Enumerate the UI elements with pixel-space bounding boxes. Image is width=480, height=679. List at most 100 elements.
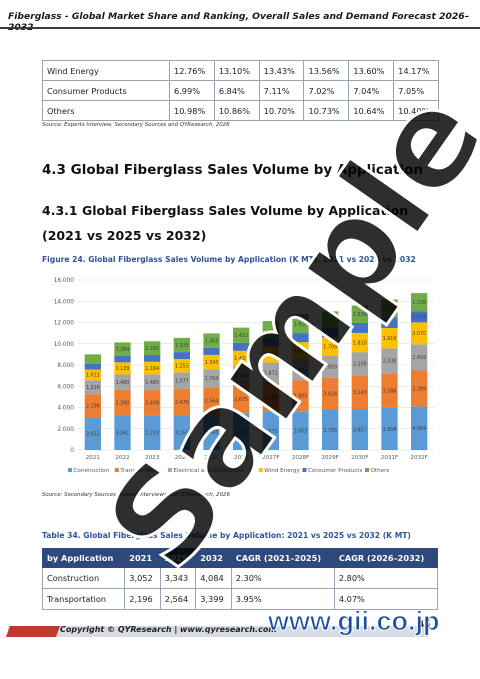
column-header: by Application — [41, 548, 126, 568]
bar-segment — [411, 311, 428, 323]
figure-caption: Figure 24. Global Fiberglass Sales Volum… — [42, 255, 416, 264]
data-label: 1.284 — [116, 347, 130, 353]
bar-segment — [351, 305, 368, 323]
data-label: 1.343 — [205, 360, 219, 366]
table-cell: 3,343 — [159, 567, 197, 589]
data-label: 1.810 — [353, 340, 367, 346]
bar-segment — [322, 377, 339, 410]
subsection-heading: 4.3.1 Global Fiberglass Sales Volume by … — [42, 203, 409, 243]
table-row: Transportation 2,196 2,564 3,399 3.95% 4.07% — [41, 588, 439, 610]
legend-label: Construction — [74, 468, 110, 474]
data-label: 2.196 — [86, 404, 100, 410]
x-tick-label: 2025 — [204, 455, 219, 461]
y-tick-label: 14.000 — [54, 299, 75, 305]
data-label: 1.709 — [323, 344, 337, 350]
data-label: 3.573 — [264, 429, 278, 435]
x-tick-label: 2027F — [262, 455, 279, 461]
table-cell: 12.76% — [169, 60, 215, 81]
data-label: 1.432 — [234, 333, 248, 339]
column-header: 2032 — [195, 548, 232, 568]
x-tick-label: 2032F — [410, 455, 427, 461]
bar-segment — [173, 352, 190, 360]
data-label: 3.233 — [145, 431, 159, 437]
bar-segment — [233, 327, 250, 343]
data-label: 2.209 — [353, 362, 367, 368]
bar-segment — [173, 415, 190, 450]
bar-segment — [203, 347, 220, 355]
bar-segment — [203, 414, 220, 450]
bar-segment — [411, 406, 428, 450]
table-caption: Table 34. Global Fiberglass Sales Volume… — [42, 531, 411, 540]
bar-segment — [233, 350, 250, 367]
table-cell: 13.10% — [213, 60, 260, 81]
table-cell: 13.43% — [258, 60, 305, 81]
bar-segment — [173, 337, 190, 353]
table-cell: 13.56% — [303, 60, 350, 81]
table-cell: 3,399 — [195, 588, 232, 610]
row-label: Construction — [41, 567, 126, 589]
bar-segment — [114, 415, 131, 450]
data-label: 3.024 — [323, 392, 337, 398]
data-label: 1.363 — [205, 338, 219, 344]
bar-segment — [351, 332, 368, 353]
row-label: Wind Energy — [42, 60, 170, 81]
bar-segment — [351, 409, 368, 450]
data-label: 1.577 — [175, 379, 189, 385]
table-cell: 3.95% — [230, 588, 335, 610]
data-label: 1.728 — [412, 300, 426, 306]
bar-segment — [262, 337, 279, 347]
legend-label: Electrical and Electronics — [173, 468, 243, 474]
legend-label: Consumer Products — [308, 468, 363, 474]
data-label: 3.958 — [383, 427, 397, 433]
data-label: 1.694 — [383, 306, 397, 312]
footer-bar — [8, 626, 428, 637]
sales-volume-table: by Application 2021 2025 2032 CAGR (2021–202… — [41, 548, 439, 610]
data-label: 2.788 — [264, 395, 278, 401]
bar-segment — [292, 380, 309, 412]
y-tick-label: 16.000 — [54, 278, 75, 284]
y-tick-label: 0 — [70, 448, 74, 454]
legend-swatch — [68, 468, 72, 472]
column-header: 2025 — [159, 548, 197, 568]
table-cell: 14.17% — [393, 60, 439, 81]
table-cell: 7.11% — [258, 80, 305, 101]
legend-swatch — [365, 468, 369, 472]
bar-segment — [292, 333, 309, 343]
table-cell: 4.07% — [333, 588, 439, 610]
bar-segment — [203, 387, 220, 415]
bar-segment — [84, 417, 101, 450]
table-cell: 10.86% — [213, 100, 260, 121]
x-tick-label: 2031F — [381, 455, 398, 461]
header-title: Fiberglass - Global Market Share and Ran… — [8, 11, 470, 33]
bar-segment — [173, 389, 190, 416]
data-label: 2.338 — [383, 359, 397, 365]
data-label: 2.093 — [323, 365, 337, 371]
data-label: 2.470 — [175, 400, 189, 406]
source-note-2: Source: Secondary Sources, Expert Interv… — [42, 492, 230, 498]
table-cell: 7.05% — [393, 80, 439, 101]
y-tick-label: 8.000 — [57, 363, 74, 369]
legend-swatch — [114, 468, 119, 472]
bar-segment — [144, 361, 161, 375]
row-label: Consumer Products — [42, 80, 170, 101]
bar-segment — [144, 415, 161, 450]
data-label: 3.765 — [323, 428, 337, 434]
table-cell: 7.02% — [303, 80, 350, 101]
table-cell: 13.60% — [348, 60, 395, 81]
bar-segment — [411, 344, 428, 371]
table-row: Construction 3,052 3,343 4,084 2.30% 2.80% — [41, 567, 439, 589]
table-cell: 10.98% — [169, 100, 215, 121]
section-heading: 4.3 Global Fiberglass Sales Volume by Ap… — [42, 162, 423, 178]
y-tick-label: 2.000 — [57, 427, 74, 433]
bar-segment — [292, 313, 309, 334]
bar-segment — [292, 342, 309, 360]
share-table: Wind Energy 12.76% 13.10% 13.43% 13.56% 13.60… — [42, 60, 439, 121]
column-header: CAGR (2026–2032) — [333, 548, 439, 568]
x-tick-label: 2030F — [351, 455, 368, 461]
data-label: 1.184 — [145, 366, 159, 372]
bar-segment — [84, 394, 101, 418]
bar-segment — [114, 342, 131, 357]
bar-segment — [322, 355, 339, 378]
bar-segment — [322, 337, 339, 356]
table-cell: 2,196 — [124, 588, 161, 610]
